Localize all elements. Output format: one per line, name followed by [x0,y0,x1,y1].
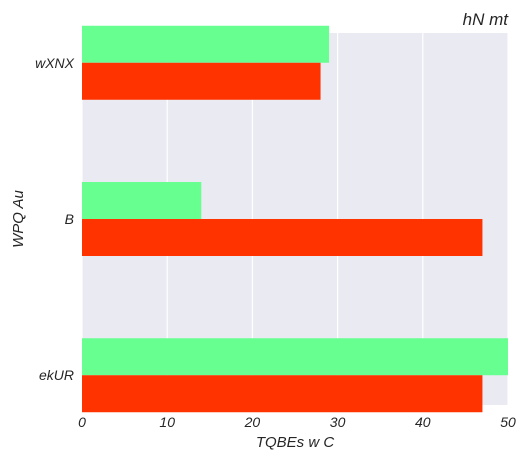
y-tick-label: B [65,211,74,227]
bar [82,375,483,413]
bar [82,338,508,376]
x-tick-label: 20 [244,414,261,430]
chart-title: hN mt [463,10,510,29]
bar [82,219,483,256]
bar [82,182,202,219]
y-tick-label: ekUR [39,367,74,383]
bar [82,25,330,63]
x-tick-label: 40 [415,414,431,430]
x-tick-label: 0 [78,414,86,430]
bar [82,62,321,100]
x-tick-label: 10 [159,414,175,430]
bars [82,25,508,413]
x-tick-labels: 0 10 20 30 40 50 [78,414,516,430]
x-tick-label: 50 [500,414,516,430]
x-axis-title: TQBEs w C [256,434,335,451]
y-axis-title: WPQ Au [10,189,27,247]
x-tick-label: 30 [330,414,346,430]
y-tick-label: wXNX [35,55,75,71]
